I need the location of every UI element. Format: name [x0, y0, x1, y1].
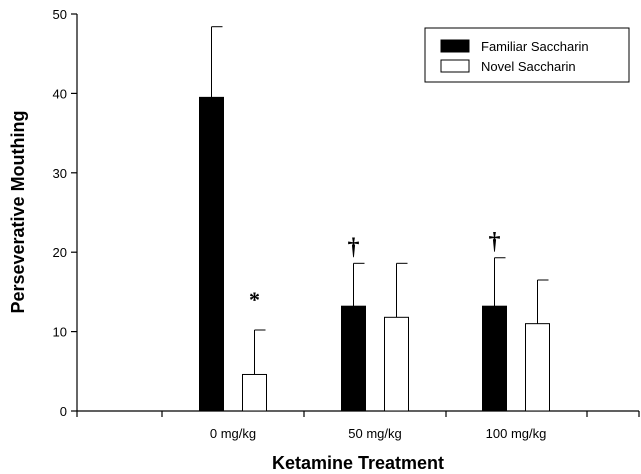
bar — [199, 96, 224, 412]
legend-label-familiar: Familiar Saccharin — [481, 39, 589, 54]
y-tick-label: 40 — [53, 86, 67, 101]
y-tick-label: 30 — [53, 166, 67, 181]
x-axis-title: Ketamine Treatment — [272, 453, 444, 473]
y-tick-label: 50 — [53, 7, 67, 22]
legend: Familiar Saccharin Novel Saccharin — [424, 27, 630, 83]
bar — [242, 373, 267, 412]
legend-label-novel: Novel Saccharin — [481, 59, 576, 74]
x-tick-label: 50 mg/kg — [348, 426, 401, 441]
bar — [384, 316, 409, 412]
bar — [482, 305, 507, 412]
y-tick-label: 0 — [60, 404, 67, 419]
y-tick-label: 20 — [53, 245, 67, 260]
significance-marker: † — [489, 229, 501, 255]
y-axis-title: Perseverative Mouthing — [8, 110, 28, 313]
error-bars — [211, 26, 549, 375]
bars — [199, 96, 550, 412]
y-ticks: 0 10 20 30 40 50 — [53, 7, 77, 419]
legend-box — [424, 27, 630, 83]
significance-marker: * — [249, 287, 260, 312]
annotations: * † † — [249, 229, 501, 312]
bar — [525, 323, 550, 412]
x-tick-label: 0 mg/kg — [210, 426, 256, 441]
significance-marker: † — [348, 234, 360, 260]
legend-swatch-familiar — [440, 39, 470, 53]
y-tick-label: 10 — [53, 325, 67, 340]
x-tick-label: 100 mg/kg — [486, 426, 547, 441]
legend-swatch-novel — [440, 59, 470, 73]
x-ticks: 0 mg/kg 50 mg/kg 100 mg/kg — [76, 411, 640, 441]
bar — [341, 305, 366, 412]
